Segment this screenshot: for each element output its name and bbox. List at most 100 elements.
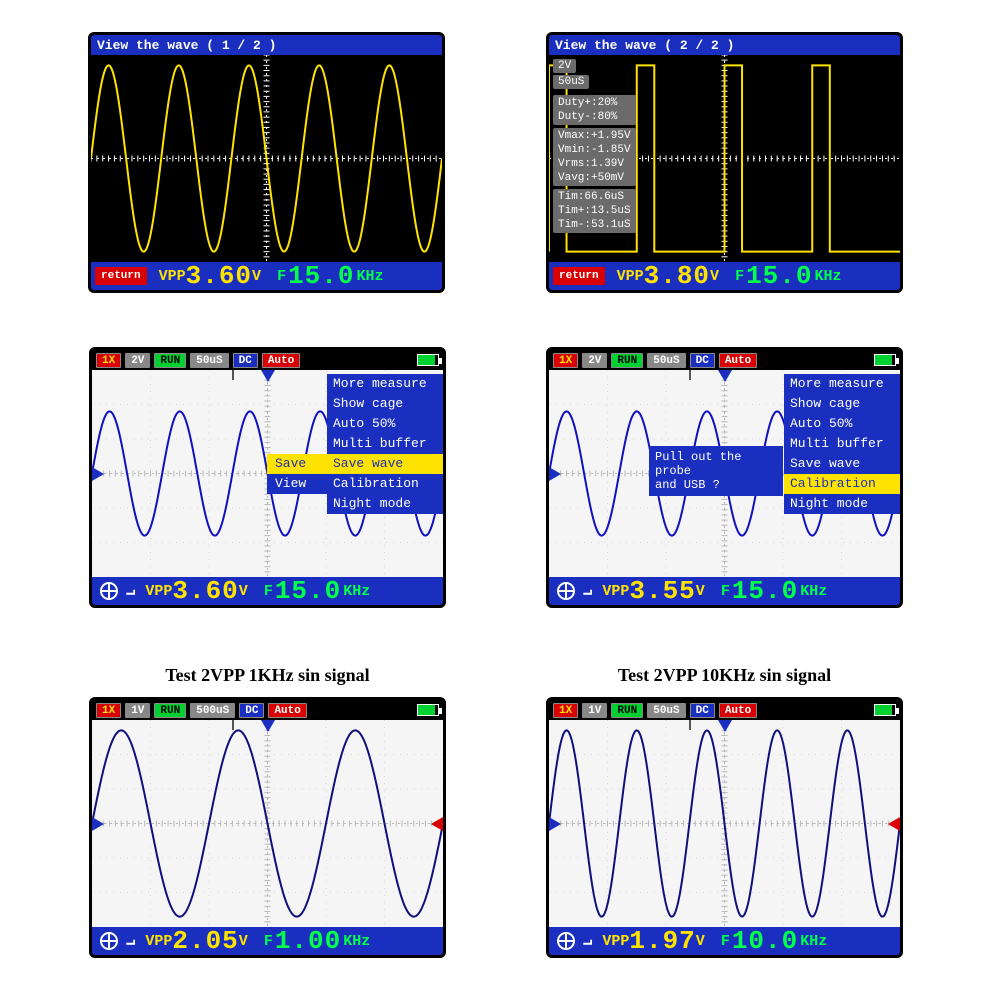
trigger-time-marker-icon[interactable] (261, 720, 275, 732)
mode-badge[interactable]: Auto (719, 353, 757, 368)
run-badge[interactable]: RUN (611, 703, 643, 718)
vpp-value: 2.05 (172, 926, 238, 956)
freq-label: F (721, 583, 730, 600)
run-badge[interactable]: RUN (611, 353, 643, 368)
trigger-time-marker-icon[interactable] (718, 720, 732, 732)
probe-badge[interactable]: 1X (96, 353, 121, 368)
vpp-value: 3.80 (644, 261, 710, 291)
vpp-value: 3.60 (186, 261, 252, 291)
menu-item[interactable]: View (267, 474, 327, 494)
freq-value: 15.0 (732, 576, 798, 606)
volt-badge[interactable]: 1V (125, 703, 150, 718)
channel-marker-icon[interactable] (549, 817, 561, 831)
status-bar: 1X 2V RUN 50uS DC Auto (549, 350, 900, 370)
mode-badge[interactable]: Auto (262, 353, 300, 368)
menu-item[interactable]: Night mode (327, 494, 443, 514)
vpp-label: VPP (602, 933, 629, 950)
main-menu[interactable]: More measureShow cageAuto 50%Multi buffe… (784, 374, 900, 514)
menu-item[interactable]: Save wave (327, 454, 443, 474)
measurement-row: Tim-:53.1uS (553, 218, 636, 232)
time-badge[interactable]: 50uS (190, 353, 228, 368)
probe-badge[interactable]: 1X (553, 703, 578, 718)
freq-unit: KHz (815, 268, 842, 285)
scope-test-1khz: 1X 1V RUN 500uS DC Auto ⨼ VPP 2.05 V F 1… (89, 697, 446, 958)
coupling-badge[interactable]: DC (233, 353, 258, 368)
title-text: View the wave ( 1 / 2 ) (97, 38, 276, 53)
run-badge[interactable]: RUN (154, 703, 186, 718)
volt-badge[interactable]: 2V (582, 353, 607, 368)
ground-icon (555, 930, 577, 952)
waveform-area: More measureShow cageAuto 50%Multi buffe… (92, 370, 443, 577)
caption-scope6: Test 2VPP 10KHz sin signal (546, 665, 903, 686)
time-badge[interactable]: 50uS (647, 353, 685, 368)
trigger-level-marker-icon[interactable] (431, 817, 443, 831)
battery-icon (874, 704, 896, 716)
ground-icon (98, 930, 120, 952)
scope-view-1: View the wave ( 1 / 2 ) return VPP 3.60 … (88, 32, 445, 293)
freq-unit: KHz (357, 268, 384, 285)
menu-item[interactable]: Save (267, 454, 327, 474)
menu-item[interactable]: More measure (784, 374, 900, 394)
menu-item[interactable]: Night mode (784, 494, 900, 514)
bottom-bar: ⨼ VPP 2.05 V F 1.00 KHz (92, 927, 443, 955)
menu-item[interactable]: Auto 50% (327, 414, 443, 434)
menu-item[interactable]: Multi buffer (784, 434, 900, 454)
mode-badge[interactable]: Auto (719, 703, 757, 718)
coupling-badge[interactable]: DC (690, 703, 715, 718)
measurement-row: Duty+:20% (553, 96, 636, 110)
coupling-badge[interactable]: DC (690, 353, 715, 368)
menu-item[interactable]: Multi buffer (327, 434, 443, 454)
main-menu[interactable]: More measureShow cageAuto 50%Multi buffe… (327, 374, 443, 514)
measurement-row: Tim:66.6uS (553, 190, 636, 204)
coupling-badge[interactable]: DC (239, 703, 264, 718)
menu-item[interactable]: More measure (327, 374, 443, 394)
vpp-label: VPP (617, 268, 644, 285)
time-badge[interactable]: 50uS (647, 703, 685, 718)
menu-item[interactable]: Auto 50% (784, 414, 900, 434)
menu-item[interactable]: Show cage (327, 394, 443, 414)
channel-marker-icon[interactable] (549, 467, 561, 481)
menu-item[interactable]: Calibration (327, 474, 443, 494)
time-badge[interactable]: 500uS (190, 703, 235, 718)
waveform-area: 2V 50uS Duty+:20%Duty-:80%Vmax:+1.95VVmi… (549, 55, 900, 262)
return-button[interactable]: return (553, 267, 605, 285)
freq-value: 10.0 (732, 926, 798, 956)
probe-badge[interactable]: 1X (96, 703, 121, 718)
vpp-label: VPP (602, 583, 629, 600)
menu-item[interactable]: Save wave (784, 454, 900, 474)
probe-badge[interactable]: 1X (553, 353, 578, 368)
save-submenu[interactable]: SaveView (267, 454, 327, 494)
channel-marker-icon[interactable] (92, 467, 104, 481)
menu-item[interactable]: Show cage (784, 394, 900, 414)
measurement-row: Vrms:1.39V (553, 157, 636, 171)
ground-icon (98, 580, 120, 602)
volt-badge[interactable]: 1V (582, 703, 607, 718)
return-button[interactable]: return (95, 267, 147, 285)
freq-value: 15.0 (275, 576, 341, 606)
trigger-edge-icon[interactable]: ⨼ (126, 932, 135, 950)
measurement-row: Vmax:+1.95V (553, 129, 636, 143)
trigger-time-marker-icon[interactable] (261, 370, 275, 382)
ground-icon (555, 580, 577, 602)
vpp-unit: V (239, 933, 248, 950)
trigger-edge-icon[interactable]: ⨼ (583, 932, 592, 950)
calibration-prompt[interactable]: Pull out the probe and USB ? (649, 446, 783, 496)
freq-value: 15.0 (288, 261, 354, 291)
vpp-value: 1.97 (629, 926, 695, 956)
freq-value: 1.00 (275, 926, 341, 956)
trigger-edge-icon[interactable]: ⨼ (583, 582, 592, 600)
status-bar: 1X 2V RUN 50uS DC Auto (92, 350, 443, 370)
trigger-edge-icon[interactable]: ⨼ (126, 582, 135, 600)
trigger-time-marker-icon[interactable] (718, 370, 732, 382)
prompt-line1: Pull out the probe (655, 450, 741, 478)
run-badge[interactable]: RUN (154, 353, 186, 368)
title-bar: View the wave ( 2 / 2 ) (549, 35, 900, 55)
mode-badge[interactable]: Auto (268, 703, 306, 718)
channel-marker-icon[interactable] (92, 817, 104, 831)
trigger-level-marker-icon[interactable] (888, 817, 900, 831)
freq-label: F (721, 933, 730, 950)
waveform-area (549, 720, 900, 927)
prompt-line2: and USB ? (655, 478, 720, 492)
menu-item[interactable]: Calibration (784, 474, 900, 494)
volt-badge[interactable]: 2V (125, 353, 150, 368)
